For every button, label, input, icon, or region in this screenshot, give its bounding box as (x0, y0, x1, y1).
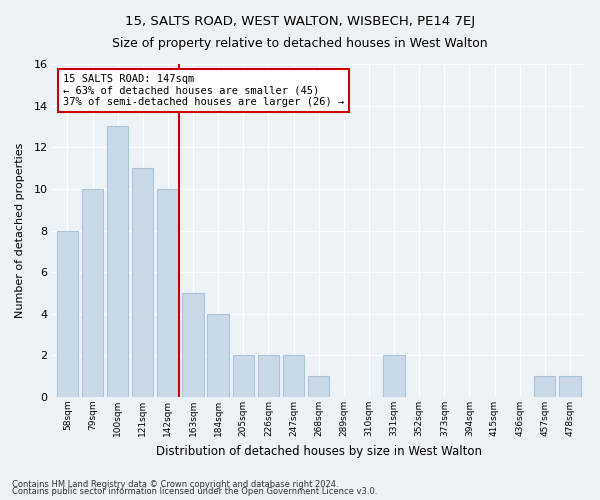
Bar (559, 376, 581, 397)
Bar (107, 126, 128, 397)
Bar (534, 376, 556, 397)
Text: 15, SALTS ROAD, WEST WALTON, WISBECH, PE14 7EJ: 15, SALTS ROAD, WEST WALTON, WISBECH, PE… (125, 15, 475, 28)
Bar (258, 356, 279, 397)
Bar (182, 293, 204, 397)
Bar (132, 168, 154, 397)
X-axis label: Distribution of detached houses by size in West Walton: Distribution of detached houses by size … (155, 444, 482, 458)
Bar (157, 189, 179, 397)
Bar (383, 356, 405, 397)
Bar (233, 356, 254, 397)
Text: Contains public sector information licensed under the Open Government Licence v3: Contains public sector information licen… (12, 487, 377, 496)
Text: Size of property relative to detached houses in West Walton: Size of property relative to detached ho… (112, 38, 488, 51)
Bar (283, 356, 304, 397)
Text: Contains HM Land Registry data © Crown copyright and database right 2024.: Contains HM Land Registry data © Crown c… (12, 480, 338, 489)
Bar (82, 189, 103, 397)
Y-axis label: Number of detached properties: Number of detached properties (15, 143, 25, 318)
Bar (208, 314, 229, 397)
Text: 15 SALTS ROAD: 147sqm
← 63% of detached houses are smaller (45)
37% of semi-deta: 15 SALTS ROAD: 147sqm ← 63% of detached … (63, 74, 344, 107)
Bar (57, 230, 78, 397)
Bar (308, 376, 329, 397)
